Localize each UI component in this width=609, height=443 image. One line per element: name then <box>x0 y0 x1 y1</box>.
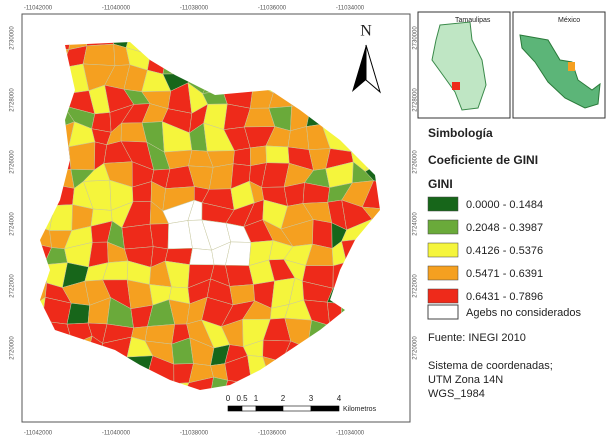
excluded-label: Agebs no considerados <box>466 307 581 319</box>
y-coordinate-label: 2722000 <box>413 274 419 298</box>
crs-line: WGS_1984 <box>428 388 485 400</box>
scale-label: 3 <box>309 394 314 403</box>
legend-field: GINI <box>428 177 453 191</box>
scale-segment <box>255 405 284 412</box>
y-coordinate-label: 2724000 <box>10 212 16 236</box>
scale-label: 4 <box>337 394 342 403</box>
ageb <box>283 182 305 207</box>
inset-state-label: Tamaulipas <box>455 17 491 24</box>
legend-title: Coeficiente de GINI <box>428 153 538 167</box>
north-arrow: N <box>352 23 381 94</box>
legend-label: 0.2048 - 0.3987 <box>466 222 543 234</box>
legend-label: 0.4126 - 0.5376 <box>466 245 543 257</box>
legend-swatch <box>427 265 459 281</box>
x-coordinate-label: -11042000 <box>24 431 53 437</box>
scale-label: 0.5 <box>236 394 248 403</box>
ageb <box>232 147 251 166</box>
crs-line: Sistema de coordenadas; <box>428 360 553 372</box>
y-coordinate-label: 2724000 <box>413 212 419 236</box>
x-coordinate-label: -11038000 <box>180 6 209 12</box>
inset-country: México <box>512 11 606 119</box>
legend-swatch <box>427 196 459 212</box>
legend-label: 0.0000 - 0.1484 <box>466 199 543 211</box>
legend-swatch <box>427 219 459 235</box>
x-coordinate-label: -11040000 <box>102 431 131 437</box>
ageb <box>225 264 254 287</box>
scale-segment <box>282 405 312 412</box>
north-label: N <box>360 23 372 40</box>
inset-country-label: México <box>558 17 580 24</box>
source: Fuente: INEGI 2010 <box>428 332 526 344</box>
ageb <box>82 43 116 66</box>
ageb <box>121 223 154 250</box>
scale-label: 2 <box>281 394 286 403</box>
x-coordinate-label: -11036000 <box>258 6 287 12</box>
ageb <box>265 145 290 164</box>
legend-label: 0.5471 - 0.6391 <box>466 268 543 280</box>
ageb <box>68 141 96 171</box>
x-coordinate-label: -11034000 <box>336 6 365 12</box>
excluded-swatch <box>427 304 459 320</box>
y-coordinate-label: 2720000 <box>413 336 419 360</box>
legend-heading: Simbología <box>428 126 493 140</box>
scale-segment <box>310 405 340 412</box>
y-coordinate-label: 2726000 <box>413 150 419 174</box>
y-coordinate-label: 2728000 <box>10 88 16 112</box>
x-coordinate-label: -11034000 <box>336 431 365 437</box>
inset-state: Tamaulipas <box>417 11 511 119</box>
x-coordinate-label: -11040000 <box>102 6 131 12</box>
ageb <box>250 145 267 167</box>
ageb <box>66 302 90 325</box>
y-coordinate-label: 2730000 <box>10 26 16 50</box>
y-coordinate-label: 2726000 <box>10 150 16 174</box>
x-coordinate-label: -11038000 <box>180 431 209 437</box>
crs-line: UTM Zona 14N <box>428 374 503 386</box>
y-coordinate-label: 2728000 <box>413 88 419 112</box>
y-coordinate-label: 2730000 <box>413 26 419 50</box>
ageb <box>144 324 176 345</box>
legend-swatch <box>427 242 459 258</box>
ageb <box>361 180 380 210</box>
ageb <box>149 223 169 250</box>
scale-unit: Kilometros <box>343 406 377 413</box>
scale-label: 1 <box>254 394 259 403</box>
y-coordinate-label: 2720000 <box>10 336 16 360</box>
scale-segment <box>227 405 243 412</box>
ageb <box>126 279 154 310</box>
x-coordinate-label: -11042000 <box>24 6 53 12</box>
ageb <box>312 219 333 249</box>
legend: 0.0000 - 0.1484 0.2048 - 0.3987 0.4126 - 0… <box>427 196 543 304</box>
scale-segment <box>241 405 257 412</box>
y-coordinate-label: 2722000 <box>10 274 16 298</box>
scale-label: 0 <box>226 394 231 403</box>
legend-swatch <box>427 288 459 304</box>
ageb <box>189 247 215 266</box>
x-coordinate-label: -11036000 <box>258 431 287 437</box>
legend-label: 0.6431 - 0.7896 <box>466 291 543 303</box>
